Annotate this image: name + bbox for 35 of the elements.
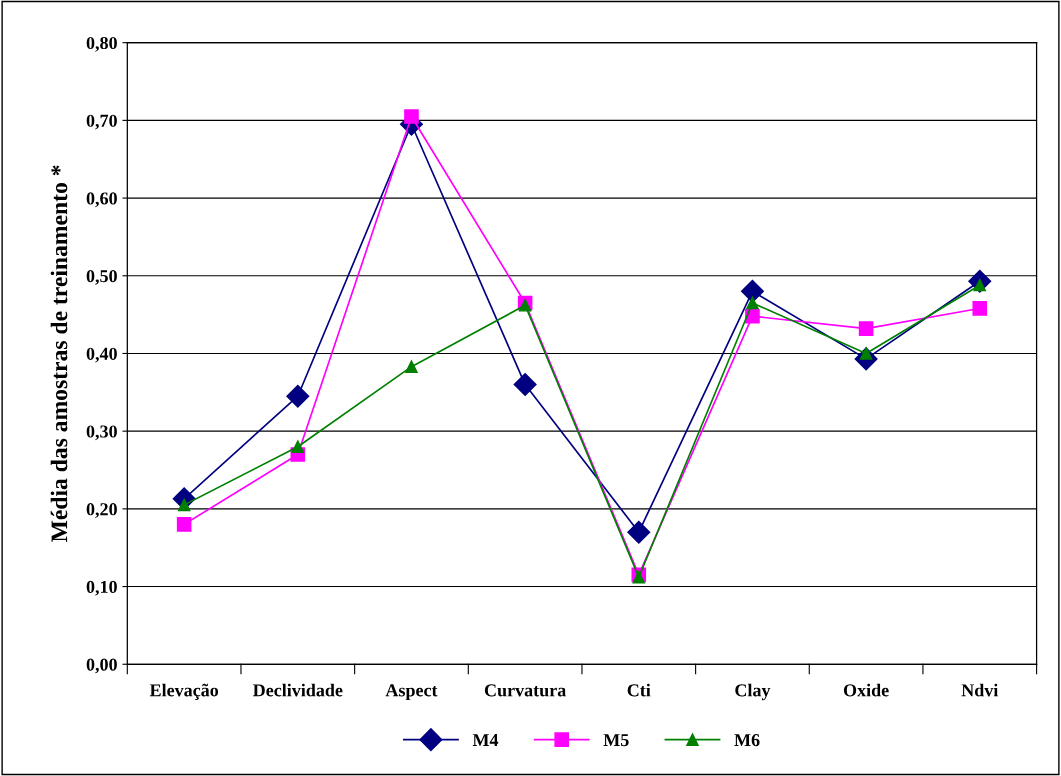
- point: [286, 384, 310, 408]
- y-tick-label: 0,20: [86, 503, 117, 518]
- point: [405, 360, 418, 373]
- y-tick-label: 0,50: [86, 270, 117, 285]
- point: [291, 440, 305, 453]
- x-tick-label: Oxide: [843, 683, 889, 697]
- point: [745, 308, 760, 324]
- x-tick-label: Declividade: [252, 683, 343, 697]
- point: [176, 517, 192, 532]
- y-axis-title: Média das amostras de treinamento *: [50, 165, 68, 543]
- legend-label: M5: [603, 734, 629, 747]
- legend-label: M6: [734, 734, 760, 747]
- x-tick-label: Aspect: [385, 684, 438, 701]
- point: [177, 498, 191, 512]
- point: [513, 373, 537, 397]
- y-tick-label: 0,10: [86, 580, 117, 596]
- x-tick-label: Cti: [627, 683, 651, 697]
- point: [746, 296, 759, 310]
- point: [858, 321, 874, 336]
- y-tick-label: 0,30: [86, 425, 117, 441]
- x-tick-label: Clay: [735, 683, 771, 701]
- y-tick-label: 0,40: [86, 347, 117, 363]
- y-tick-label: 0,00: [86, 658, 117, 674]
- point: [627, 520, 651, 544]
- point: [740, 279, 764, 303]
- point: [404, 109, 419, 124]
- y-tick-label: 0,70: [86, 114, 117, 130]
- x-tick-label: Elevação: [149, 683, 219, 700]
- point: [518, 299, 532, 312]
- y-tick-label: 0,60: [86, 192, 117, 208]
- x-tick-label: Curvatura: [484, 684, 566, 697]
- legend-label: M4: [472, 734, 499, 746]
- x-tick-label: Ndvi: [961, 683, 999, 697]
- y-tick-label: 0,80: [86, 36, 117, 52]
- point: [972, 301, 988, 316]
